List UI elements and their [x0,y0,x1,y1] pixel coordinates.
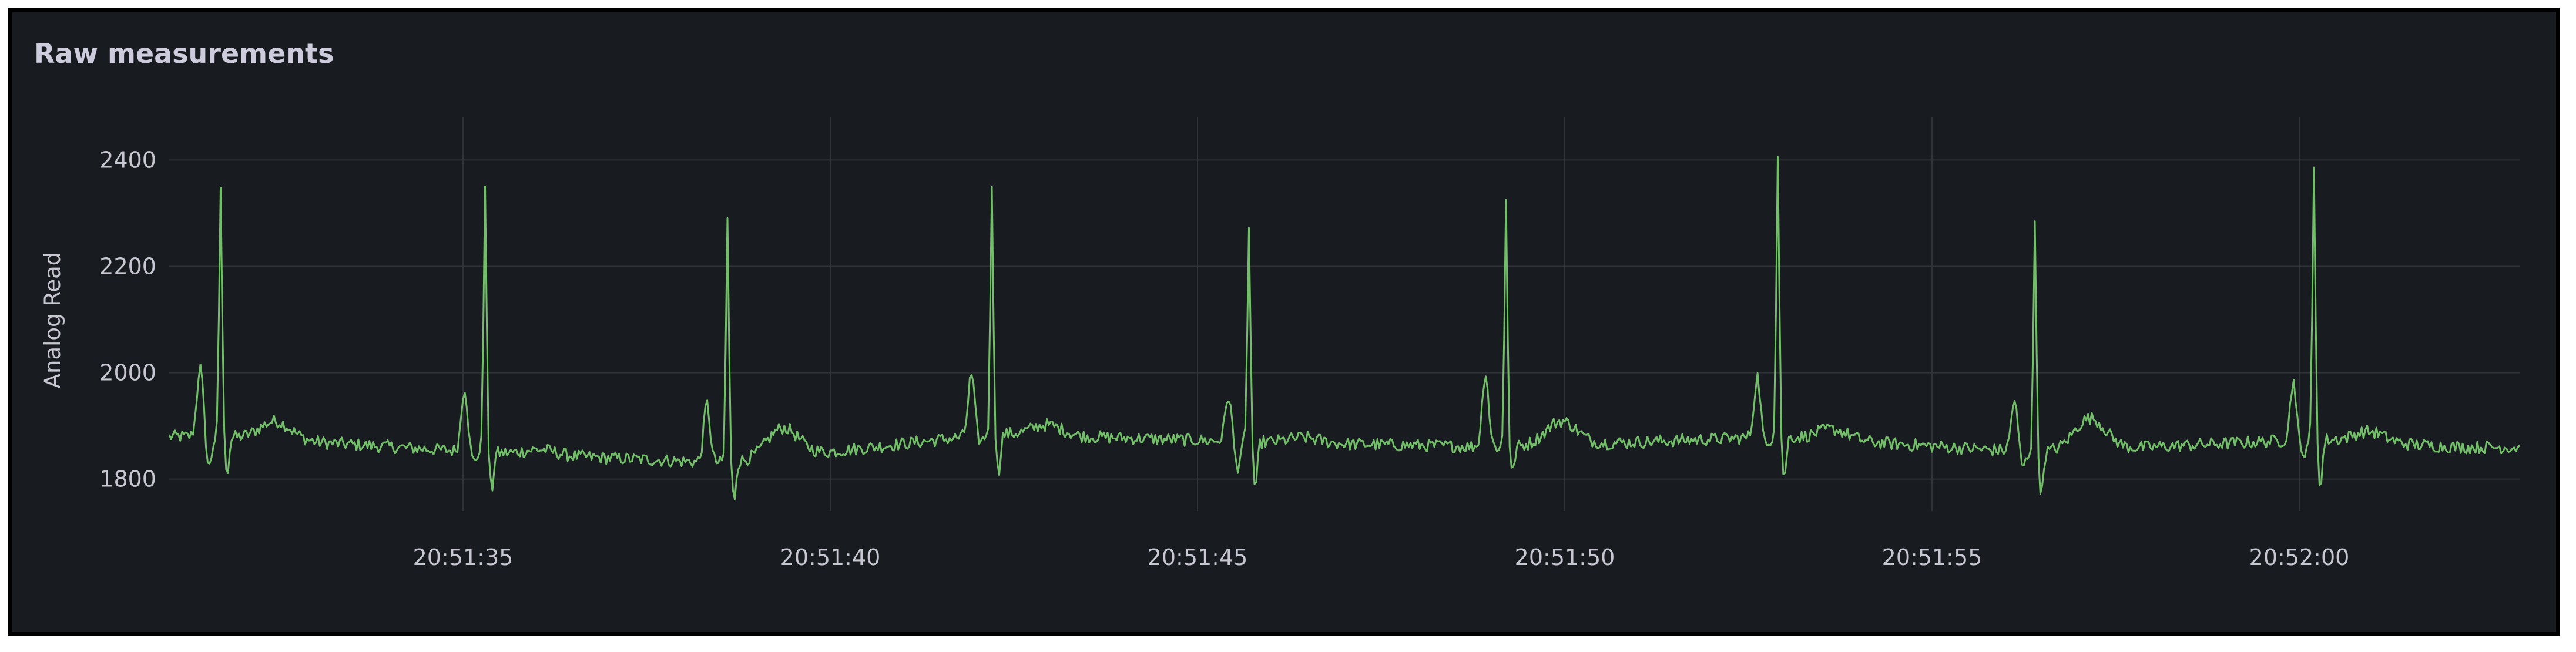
x-tick-label: 20:52:00 [2249,545,2350,570]
x-axis: 20:51:35 20:51:40 20:51:45 20:51:50 20:51:55… [413,545,2350,570]
series-layer [168,156,2521,500]
x-tick-label: 20:51:45 [1148,545,1248,570]
y-axis-label: Analog Read [40,252,65,389]
y-tick-label: 1800 [99,466,156,492]
line-chart: 1800 2000 2200 2400 20:51:35 20:51:40 20:51:4… [40,117,2521,570]
series-line [168,156,2521,500]
x-tick-label: 20:51:35 [413,545,514,570]
y-tick-label: 2400 [99,147,156,173]
x-tick-label: 20:51:55 [1882,545,1983,570]
y-tick-label: 2000 [99,360,156,386]
y-axis: 1800 2000 2200 2400 [99,147,156,492]
panel-title: Raw measurements [34,38,334,69]
x-tick-label: 20:51:40 [780,545,881,570]
x-tick-label: 20:51:50 [1515,545,1615,570]
grid [169,117,2520,511]
chart-panel: Raw measurements 1800 2000 2200 2400 20:51:… [8,8,2560,636]
y-tick-label: 2200 [99,254,156,280]
